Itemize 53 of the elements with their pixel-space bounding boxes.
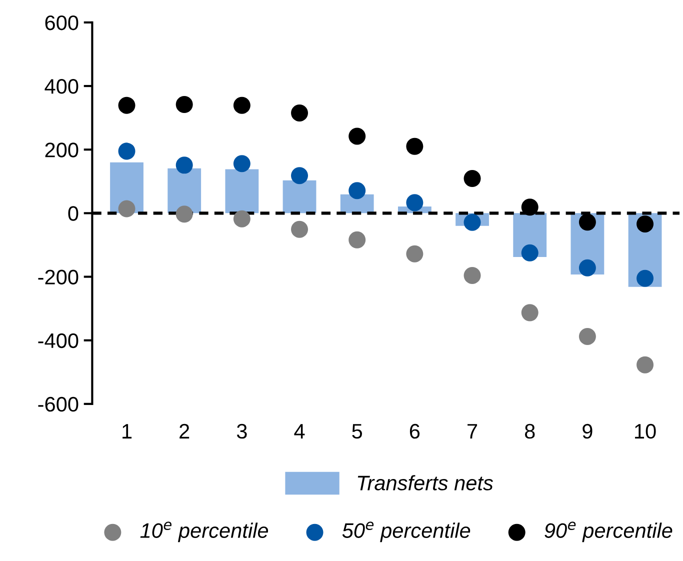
legend-label: 50$^{e}$ percentile <box>342 522 470 542</box>
point <box>233 96 250 114</box>
point <box>233 210 250 228</box>
point <box>578 214 596 231</box>
point <box>176 206 193 223</box>
legend-label: 90$^{e}$ percentile <box>544 522 672 542</box>
point <box>521 244 538 262</box>
point <box>578 259 596 276</box>
bar <box>282 180 316 214</box>
y-tick-label: -200 <box>38 270 78 285</box>
legend-label: Transferts nets <box>358 475 494 490</box>
x-tick-label: 8 <box>524 424 535 439</box>
point <box>291 104 308 122</box>
point <box>348 231 366 248</box>
point <box>636 215 654 232</box>
point <box>578 328 596 346</box>
y-tick-label: 0 <box>68 206 78 221</box>
y-tick-label: 200 <box>45 142 78 158</box>
x-tick-label: 10 <box>635 424 656 439</box>
point <box>348 128 366 145</box>
point <box>521 304 538 322</box>
x-tick-label: 3 <box>236 424 247 439</box>
point <box>406 138 424 155</box>
x-tick-label: 9 <box>582 424 592 439</box>
point <box>291 220 308 238</box>
x-tick-label: 2 <box>180 424 190 438</box>
point <box>464 214 481 231</box>
y-tick-label: -600 <box>38 396 78 412</box>
point <box>176 156 193 174</box>
point <box>636 270 654 287</box>
y-tick-label: 400 <box>44 79 78 94</box>
point <box>464 266 481 284</box>
x-tick-label: 1 <box>122 424 132 438</box>
legend-label: 10$^{e}$ percentile <box>140 522 268 542</box>
y-tick-label: 600 <box>45 15 78 30</box>
point <box>176 96 193 113</box>
point <box>636 356 654 374</box>
point <box>521 198 538 216</box>
point <box>291 167 308 184</box>
point <box>406 194 424 212</box>
point <box>348 182 366 200</box>
point <box>406 245 424 262</box>
point <box>233 155 250 172</box>
x-tick-label: 4 <box>294 424 305 438</box>
bar <box>225 169 259 214</box>
y-tick-label: -400 <box>38 333 78 348</box>
point <box>464 170 481 188</box>
point <box>118 96 136 114</box>
x-tick-label: 5 <box>352 424 362 439</box>
x-tick-label: 6 <box>410 424 420 439</box>
point <box>118 142 136 160</box>
point <box>118 200 136 218</box>
x-tick-label: 7 <box>468 424 478 438</box>
